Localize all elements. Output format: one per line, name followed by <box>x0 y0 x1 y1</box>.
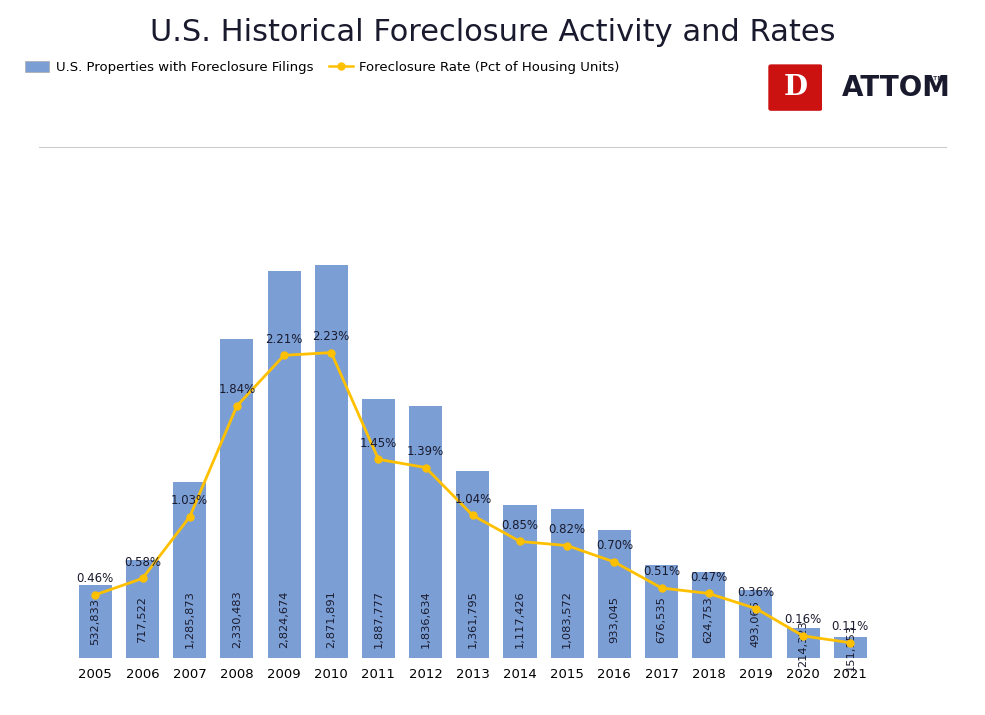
Text: 676,535: 676,535 <box>657 596 667 643</box>
Bar <box>221 339 253 658</box>
Text: 2.23%: 2.23% <box>312 330 350 343</box>
Text: 933,045: 933,045 <box>610 596 620 643</box>
Text: 1.45%: 1.45% <box>360 437 397 450</box>
FancyBboxPatch shape <box>768 64 822 111</box>
Bar <box>645 565 678 658</box>
Bar <box>173 482 206 658</box>
Text: 1,117,426: 1,117,426 <box>515 591 525 649</box>
Text: 2,871,891: 2,871,891 <box>326 591 336 649</box>
Bar <box>268 271 300 658</box>
Bar <box>79 585 112 658</box>
Text: 0.82%: 0.82% <box>549 523 586 536</box>
Bar <box>787 628 820 658</box>
Text: 214,323: 214,323 <box>798 620 808 666</box>
Text: 1,836,634: 1,836,634 <box>421 591 430 649</box>
Bar <box>598 530 630 658</box>
Bar <box>126 560 159 658</box>
Text: 0.70%: 0.70% <box>596 539 633 553</box>
Text: 1,285,873: 1,285,873 <box>184 591 195 649</box>
Legend: U.S. Properties with Foreclosure Filings, Foreclosure Rate (Pct of Housing Units: U.S. Properties with Foreclosure Filings… <box>20 56 624 79</box>
Bar <box>692 572 725 658</box>
Text: 0.85%: 0.85% <box>501 519 539 532</box>
Text: U.S. Historical Foreclosure Activity and Rates: U.S. Historical Foreclosure Activity and… <box>150 18 835 47</box>
Text: 1.03%: 1.03% <box>171 494 208 507</box>
Bar <box>833 637 867 658</box>
Text: 0.58%: 0.58% <box>124 556 161 569</box>
Text: D: D <box>783 74 808 101</box>
Text: 2,330,483: 2,330,483 <box>231 591 242 649</box>
Text: 0.46%: 0.46% <box>77 572 114 586</box>
Text: 2.21%: 2.21% <box>265 332 302 346</box>
Text: ™: ™ <box>931 75 946 89</box>
Bar <box>503 505 537 658</box>
Text: 1.04%: 1.04% <box>454 493 492 506</box>
Bar <box>409 406 442 658</box>
Bar <box>456 471 490 658</box>
Text: 0.47%: 0.47% <box>690 571 727 584</box>
Text: 1.84%: 1.84% <box>219 383 255 396</box>
Text: 532,833: 532,833 <box>91 598 100 645</box>
Bar <box>740 591 772 658</box>
Text: 0.16%: 0.16% <box>784 613 821 626</box>
Bar <box>361 400 395 658</box>
Text: 0.11%: 0.11% <box>831 620 869 633</box>
Text: 493,066: 493,066 <box>751 601 761 647</box>
Text: ATTOM: ATTOM <box>842 74 952 102</box>
Text: 624,753: 624,753 <box>703 596 714 643</box>
Text: 1.39%: 1.39% <box>407 445 444 458</box>
Bar <box>551 510 584 658</box>
Text: 151,153: 151,153 <box>845 624 855 671</box>
Text: 1,083,572: 1,083,572 <box>562 591 572 649</box>
Text: 2,824,674: 2,824,674 <box>279 591 289 649</box>
Text: 0.51%: 0.51% <box>643 566 680 578</box>
Bar <box>315 265 348 658</box>
Text: 1,887,777: 1,887,777 <box>373 591 383 649</box>
Text: 717,522: 717,522 <box>138 596 148 643</box>
Text: 1,361,795: 1,361,795 <box>468 591 478 649</box>
Text: 0.36%: 0.36% <box>738 586 774 599</box>
